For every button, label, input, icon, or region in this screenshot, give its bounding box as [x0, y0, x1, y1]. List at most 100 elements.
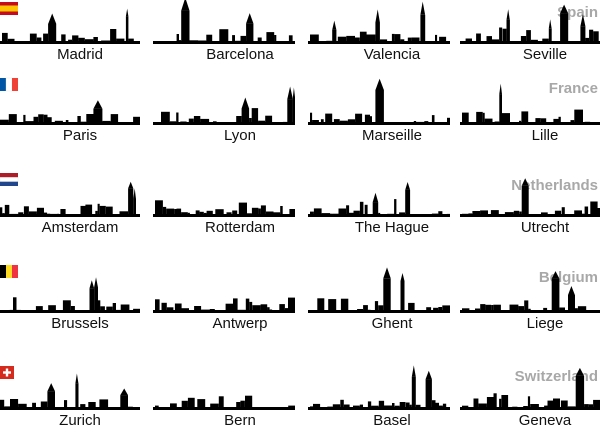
building — [193, 116, 201, 125]
building — [363, 407, 366, 410]
building — [36, 37, 42, 44]
flag-france — [0, 77, 18, 92]
building — [543, 307, 548, 313]
spire — [48, 13, 57, 24]
building — [560, 13, 569, 44]
building — [423, 407, 426, 410]
country-name: Netherlands — [511, 177, 598, 194]
building — [407, 122, 414, 125]
building — [592, 122, 599, 125]
building — [471, 122, 477, 125]
building — [155, 122, 161, 125]
building — [4, 204, 10, 217]
building — [482, 112, 485, 125]
building — [25, 121, 34, 125]
building — [378, 400, 385, 410]
building — [524, 300, 529, 313]
spire — [125, 8, 129, 17]
skyline — [153, 200, 295, 217]
building — [43, 33, 49, 44]
city-name: Lyon — [224, 127, 256, 144]
building — [426, 41, 435, 44]
building — [133, 407, 139, 410]
building — [23, 114, 26, 125]
building — [85, 204, 93, 217]
building — [278, 41, 285, 44]
building — [5, 310, 10, 313]
building — [247, 213, 252, 217]
spire — [568, 286, 575, 295]
building — [480, 210, 488, 217]
building — [499, 398, 502, 410]
building — [43, 114, 48, 125]
building — [232, 35, 235, 44]
building — [547, 400, 553, 410]
building — [318, 122, 321, 125]
building — [200, 118, 210, 125]
building — [32, 402, 36, 410]
building — [269, 309, 273, 313]
building — [534, 310, 544, 313]
building — [155, 41, 162, 44]
building — [527, 396, 531, 410]
building — [93, 108, 103, 125]
city-name: Paris — [63, 127, 97, 144]
building — [542, 38, 549, 44]
skyline — [460, 271, 600, 313]
building — [176, 208, 182, 217]
building — [590, 201, 598, 217]
building — [407, 37, 412, 44]
building — [170, 403, 177, 410]
skyline — [460, 367, 600, 410]
building — [498, 214, 505, 217]
building — [320, 407, 324, 410]
building — [274, 35, 277, 44]
building — [418, 215, 426, 217]
building — [222, 122, 231, 125]
building — [574, 210, 582, 217]
building — [133, 199, 136, 217]
building — [570, 120, 575, 125]
spire — [375, 9, 380, 23]
building — [560, 400, 568, 410]
building — [98, 300, 101, 313]
building — [109, 407, 112, 410]
building — [162, 206, 167, 217]
building — [584, 121, 591, 125]
building — [188, 118, 194, 125]
building — [353, 405, 360, 410]
building — [508, 407, 513, 410]
building — [99, 205, 106, 217]
building — [435, 34, 438, 44]
building — [447, 117, 450, 125]
building — [551, 278, 560, 313]
building — [102, 120, 111, 125]
skyline — [0, 277, 140, 313]
building — [73, 122, 78, 125]
building — [575, 375, 585, 410]
city-name: Zurich — [59, 412, 101, 428]
building — [279, 304, 285, 313]
building — [561, 207, 565, 217]
spire — [506, 9, 510, 20]
building — [128, 406, 133, 410]
spire — [292, 87, 295, 97]
building — [180, 121, 187, 125]
building — [496, 407, 500, 410]
building — [367, 309, 371, 313]
building — [241, 108, 250, 125]
building — [223, 407, 229, 410]
building — [89, 288, 94, 313]
building — [478, 403, 487, 410]
building — [530, 39, 538, 44]
building — [68, 39, 73, 44]
flag-spain — [0, 2, 18, 15]
building — [16, 122, 23, 125]
building — [577, 306, 587, 313]
building — [7, 38, 15, 44]
building — [488, 215, 491, 217]
building — [512, 406, 518, 410]
building — [340, 399, 344, 410]
city-name: Utrecht — [521, 219, 570, 236]
building — [593, 31, 599, 44]
